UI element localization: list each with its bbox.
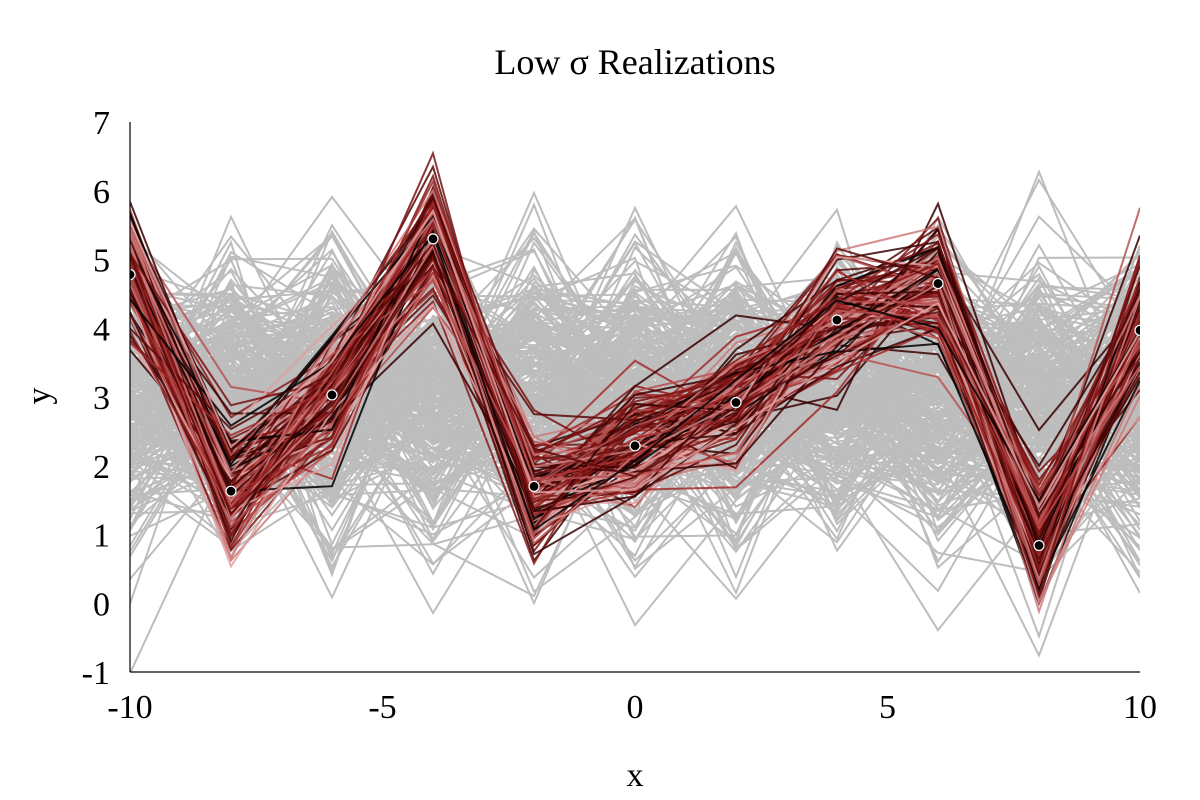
observation-point xyxy=(932,277,944,290)
posterior-line xyxy=(130,220,1140,511)
x-tick-label: -5 xyxy=(368,689,396,726)
posterior-line xyxy=(130,222,1140,516)
y-axis-label: y xyxy=(21,388,58,405)
y-tick-label: 1 xyxy=(93,518,110,555)
y-tick-label: 6 xyxy=(93,174,110,211)
x-tick-label: -10 xyxy=(107,689,152,726)
observation-point xyxy=(326,389,338,401)
x-tick-label: 0 xyxy=(627,689,644,726)
y-tick-label: 5 xyxy=(93,243,110,280)
y-tick-label: -1 xyxy=(82,655,110,692)
x-axis-ticks: -10 -5 0 5 10 xyxy=(107,689,1157,726)
y-tick-label: 3 xyxy=(93,380,110,417)
posterior-line xyxy=(130,240,1140,545)
observation-point xyxy=(225,485,237,497)
posterior-line xyxy=(130,254,1140,516)
posterior-line xyxy=(130,206,1140,559)
posterior-line xyxy=(130,245,1140,518)
chart-title: Low σ Realizations xyxy=(494,42,775,82)
prior-line xyxy=(130,265,1140,562)
prior-line xyxy=(130,310,1140,581)
observation-point xyxy=(831,314,843,326)
prior-line xyxy=(130,285,1140,563)
plot-area xyxy=(130,150,1140,672)
observation-point xyxy=(730,396,742,409)
observation-point xyxy=(629,440,641,452)
x-axis-label: x xyxy=(627,757,644,794)
observation-point xyxy=(130,269,136,281)
posterior-line xyxy=(130,208,1140,509)
posterior-realizations xyxy=(130,150,1140,615)
observation-point xyxy=(1134,324,1140,336)
observation-markers xyxy=(130,233,1140,552)
observation-point xyxy=(427,233,439,245)
posterior-line xyxy=(130,232,1140,532)
prior-line xyxy=(130,255,1140,528)
posterior-line xyxy=(130,179,1140,530)
x-tick-label: 10 xyxy=(1123,689,1157,726)
x-tick-label: 5 xyxy=(879,689,896,726)
observation-point xyxy=(1033,539,1045,552)
posterior-line xyxy=(130,243,1140,583)
y-tick-label: 0 xyxy=(93,586,110,623)
y-tick-label: 4 xyxy=(93,311,110,348)
observation-point xyxy=(528,480,540,492)
y-axis-ticks: -1 0 1 2 3 4 5 6 7 xyxy=(82,105,110,692)
y-tick-label: 2 xyxy=(93,449,110,486)
y-tick-label: 7 xyxy=(93,105,110,142)
